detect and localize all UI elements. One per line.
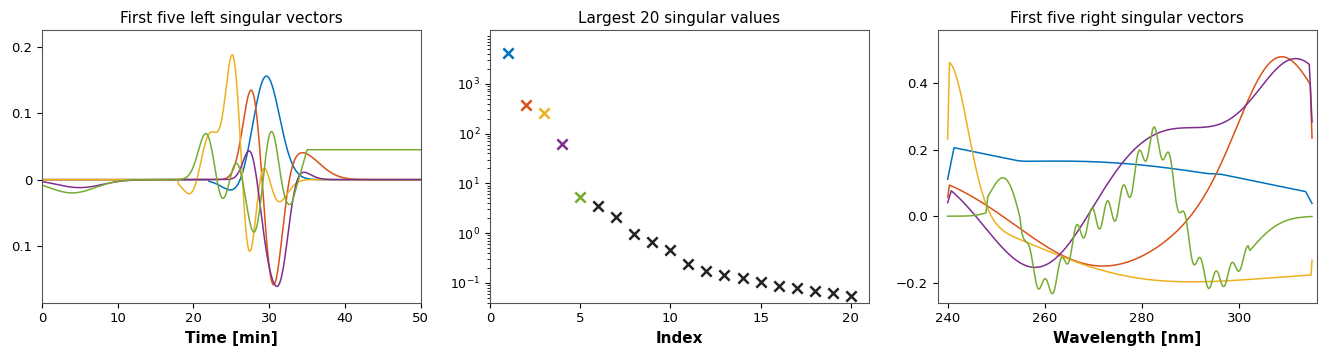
Point	[696, 268, 717, 273]
X-axis label: Wavelength [nm]: Wavelength [nm]	[1053, 331, 1202, 346]
Title: First five left singular vectors: First five left singular vectors	[120, 11, 343, 26]
Point	[714, 272, 736, 278]
Title: Largest 20 singular values: Largest 20 singular values	[578, 11, 781, 26]
X-axis label: Time [min]: Time [min]	[185, 331, 278, 346]
Point	[497, 50, 518, 56]
Point	[750, 279, 772, 285]
Point	[641, 240, 663, 245]
Point	[587, 203, 608, 209]
Point	[803, 288, 825, 294]
Point	[551, 141, 572, 147]
Point	[624, 231, 645, 237]
Point	[732, 275, 753, 281]
Point	[570, 195, 591, 200]
Point	[768, 283, 789, 288]
Point	[677, 261, 699, 267]
Point	[786, 285, 807, 291]
Point	[606, 214, 627, 220]
Point	[515, 102, 537, 107]
X-axis label: Index: Index	[656, 331, 703, 346]
Title: First five right singular vectors: First five right singular vectors	[1011, 11, 1244, 26]
Point	[841, 293, 862, 298]
Point	[822, 290, 843, 296]
Point	[660, 247, 681, 253]
Point	[534, 110, 555, 116]
